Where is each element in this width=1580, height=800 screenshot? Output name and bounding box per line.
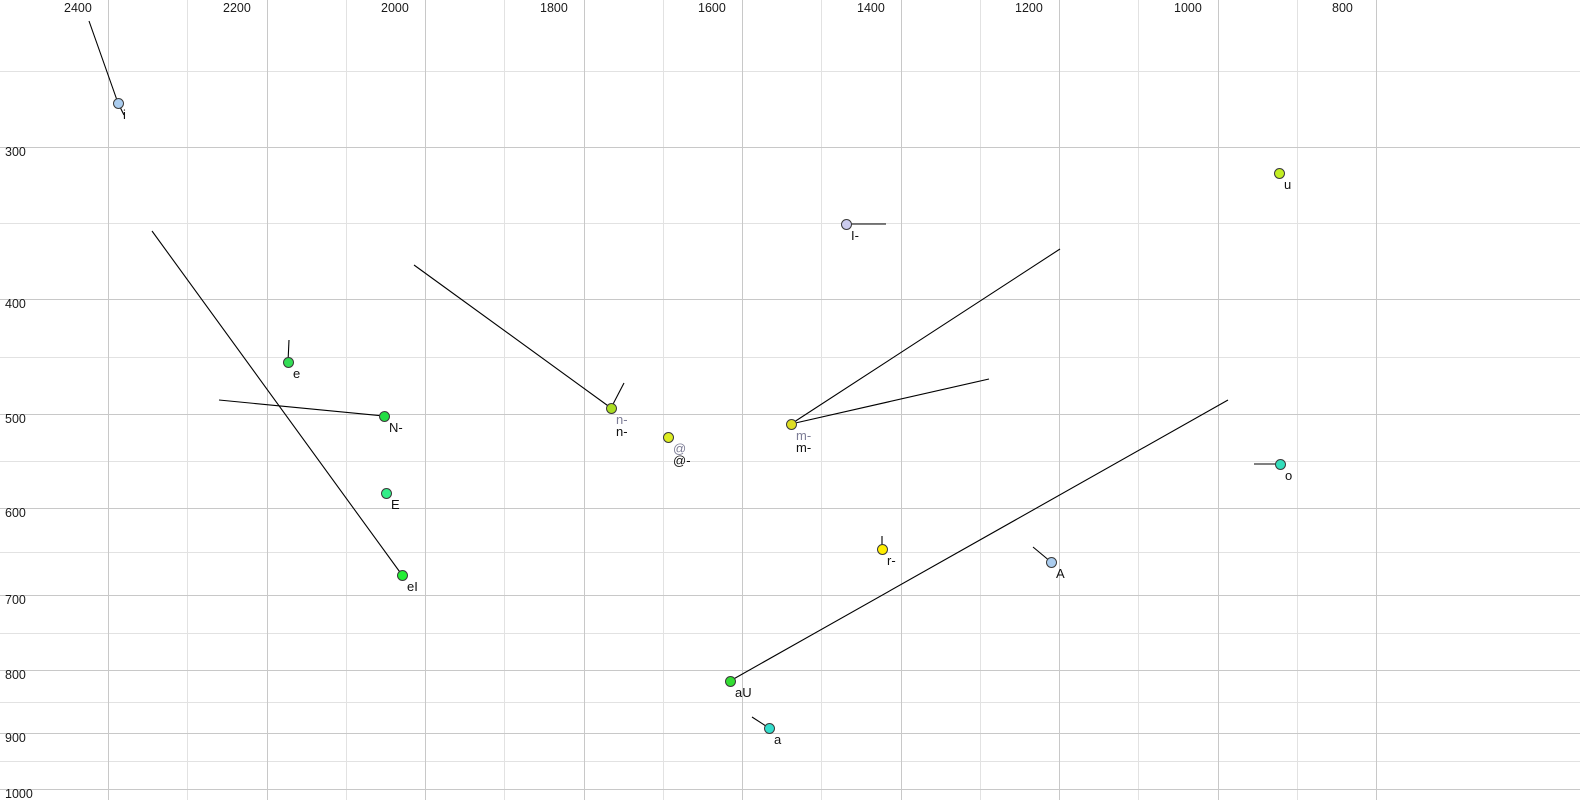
vowel-point-u[interactable] bbox=[1273, 167, 1285, 179]
y-tick-label: 500 bbox=[5, 412, 26, 426]
vowel-label: a bbox=[774, 732, 782, 747]
vowel-point-i[interactable] bbox=[840, 218, 852, 230]
vowel-point-[interactable] bbox=[662, 431, 674, 443]
vowel-point-n[interactable] bbox=[605, 402, 617, 414]
vowel-label: N- bbox=[389, 420, 403, 435]
vowel-point-n[interactable] bbox=[378, 410, 390, 422]
vowel-label: I- bbox=[851, 228, 859, 243]
trajectory-line bbox=[88, 20, 119, 104]
vowel-point-a[interactable] bbox=[763, 722, 775, 734]
x-tick-label: 1800 bbox=[540, 1, 568, 15]
vowel-label-ghost: @ bbox=[673, 441, 687, 456]
vowel-point-a[interactable] bbox=[1045, 556, 1057, 568]
vowel-label-ghost: n- bbox=[616, 412, 628, 427]
trajectory-line bbox=[790, 248, 1061, 425]
vowel-label: r- bbox=[887, 553, 896, 568]
vowel-label-ghost: m- bbox=[796, 428, 812, 443]
x-tick-label: 1000 bbox=[1174, 1, 1202, 15]
trajectory-line bbox=[413, 264, 612, 409]
vowel-point-e[interactable] bbox=[380, 487, 392, 499]
vowel-point-o[interactable] bbox=[1274, 458, 1286, 470]
vowel-label: o bbox=[1285, 468, 1293, 483]
y-tick-label: 600 bbox=[5, 506, 26, 520]
vowel-label: m- bbox=[796, 440, 812, 455]
trajectory-line bbox=[790, 378, 990, 425]
vowel-point-au[interactable] bbox=[724, 675, 736, 687]
y-tick-label: 300 bbox=[5, 145, 26, 159]
trajectory-lines bbox=[88, 20, 1280, 729]
vowel-label: E bbox=[391, 497, 400, 512]
x-tick-label: 1200 bbox=[1015, 1, 1043, 15]
trajectory-line bbox=[218, 399, 385, 417]
trajectory-line bbox=[729, 399, 1229, 682]
vowel-label: u bbox=[1284, 177, 1292, 192]
vowel-label: i bbox=[123, 107, 126, 122]
vowel-point-ei[interactable] bbox=[396, 569, 408, 581]
x-tick-label: 1400 bbox=[857, 1, 885, 15]
x-tick-label: 800 bbox=[1332, 1, 1353, 15]
vowel-label: e bbox=[293, 366, 301, 381]
y-tick-label: 400 bbox=[5, 297, 26, 311]
vowel-label: A bbox=[1056, 566, 1065, 581]
x-tick-label: 2000 bbox=[381, 1, 409, 15]
vowel-point-m[interactable] bbox=[785, 418, 797, 430]
vowel-label: eI bbox=[407, 579, 418, 594]
vowel-label: @- bbox=[673, 453, 691, 468]
y-tick-label: 700 bbox=[5, 593, 26, 607]
y-tick-label: 1000 bbox=[5, 787, 33, 800]
vowel-point-r[interactable] bbox=[876, 543, 888, 555]
vowel-point-i[interactable] bbox=[112, 97, 124, 109]
vowel-label: n- bbox=[616, 424, 628, 439]
trajectory-line bbox=[151, 230, 403, 576]
vowel-point-e[interactable] bbox=[282, 356, 294, 368]
y-tick-label: 900 bbox=[5, 731, 26, 745]
vowel-label: aU bbox=[735, 685, 752, 700]
x-tick-label: 2400 bbox=[64, 1, 92, 15]
y-tick-label: 800 bbox=[5, 668, 26, 682]
x-tick-label: 1600 bbox=[698, 1, 726, 15]
x-tick-label: 2200 bbox=[223, 1, 251, 15]
